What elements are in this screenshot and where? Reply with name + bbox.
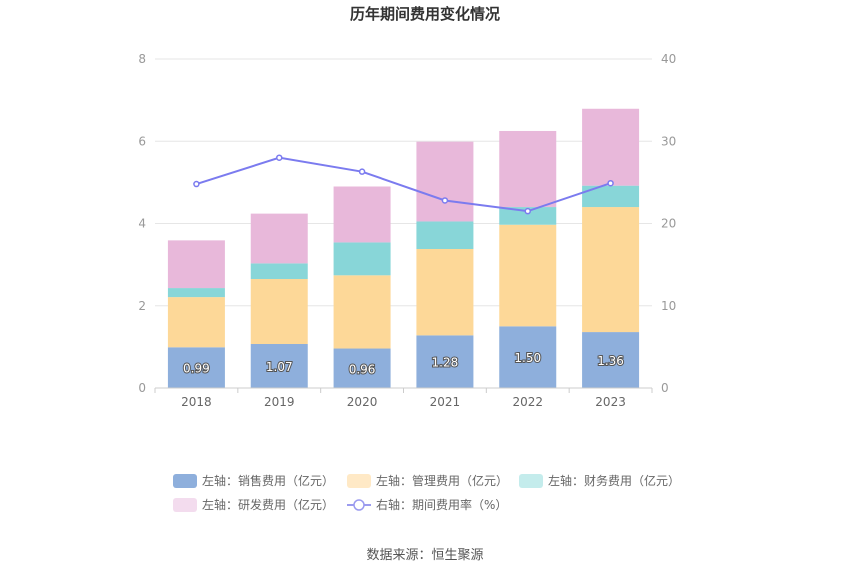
- bar-segment: [333, 186, 391, 243]
- legend-swatch: [519, 474, 543, 488]
- bar-segment: [333, 242, 391, 276]
- legend-swatch: [347, 474, 371, 488]
- bar-value-label: 0.96: [349, 362, 376, 376]
- x-axis-tick-label: 2019: [264, 395, 295, 409]
- bar-segment: [582, 207, 640, 333]
- bar-segment: [167, 288, 225, 298]
- x-axis-tick-label: 2021: [430, 395, 461, 409]
- data-source: 数据来源：恒生聚源: [366, 548, 483, 563]
- rate-point: [524, 207, 531, 215]
- rate-point: [607, 179, 614, 187]
- bar-segment: [499, 130, 557, 208]
- right-axis-tick-label: 30: [661, 134, 676, 148]
- legend-label: 左轴：销售费用（亿元）: [202, 473, 334, 488]
- x-axis-tick-label: 2022: [512, 395, 543, 409]
- rate-line: [193, 154, 614, 215]
- x-axis-tick-label: 2020: [347, 395, 378, 409]
- right-axis-tick-label: 0: [661, 381, 669, 395]
- bar-segment: [250, 343, 308, 388]
- bar-value-label: 1.50: [514, 351, 541, 365]
- legend-swatch-marker: [353, 499, 365, 511]
- bar-segment: [416, 335, 474, 388]
- legend: 左轴：销售费用（亿元） 左轴：管理费用（亿元） 左轴：财务费用（亿元） 左轴：研发费用…: [173, 473, 680, 512]
- bar-segment: [582, 108, 640, 186]
- bar-segment: [416, 141, 474, 222]
- legend-label: 左轴：管理费用（亿元）: [376, 473, 508, 488]
- chart-title: 历年期间费用变化情况: [350, 5, 500, 23]
- bar-value-label: 1.28: [432, 356, 459, 370]
- bar-labels: 0.99 1.07 0.96 1.28 1.50 1.36: [182, 350, 625, 377]
- x-axis-tick-label: 2023: [595, 395, 626, 409]
- legend-swatch: [173, 474, 197, 488]
- bar-value-label: 1.07: [266, 360, 293, 374]
- rate-point: [276, 154, 283, 161]
- left-axis-tick-label: 4: [138, 217, 146, 231]
- rate-point: [193, 180, 200, 188]
- left-axis-tick-label: 0: [138, 381, 146, 395]
- legend-swatch: [173, 498, 197, 512]
- legend-label: 右轴：期间费用率（%）: [376, 497, 507, 512]
- right-axis-tick-label: 10: [661, 299, 676, 313]
- grid: [155, 58, 652, 307]
- rate-point: [441, 197, 449, 204]
- bar-segment: [416, 221, 474, 249]
- bar-segment: [250, 263, 308, 280]
- left-axis-tick-label: 8: [138, 52, 146, 66]
- bar-value-label: 1.36: [597, 354, 624, 368]
- bar-segment: [582, 185, 640, 208]
- bar-segment: [250, 279, 308, 344]
- rate-point: [358, 168, 366, 175]
- bar-segment: [499, 207, 557, 225]
- bar-segment: [582, 332, 640, 388]
- bar-segment: [167, 297, 225, 348]
- right-axis-tick-label: 40: [661, 52, 676, 66]
- left-axis-tick-label: 6: [138, 134, 146, 148]
- legend-label: 左轴：研发费用（亿元）: [202, 497, 334, 512]
- x-axis-tick-label: 2018: [181, 395, 212, 409]
- bar-value-label: 0.99: [183, 362, 210, 376]
- right-axis-tick-label: 20: [661, 217, 676, 231]
- bar-segment: [333, 348, 391, 388]
- bar-segment: [167, 347, 225, 388]
- bar-segment: [167, 240, 225, 289]
- bar-segment: [333, 275, 391, 349]
- bar-segment: [499, 224, 557, 327]
- bar-segment: [250, 213, 308, 264]
- left-axis-tick-label: 2: [138, 299, 146, 313]
- bar-segment: [499, 326, 557, 388]
- axes: 0 2 4 6 8 0 10 20 30 40 2018 2019 2020 2021 2022 2023: [138, 52, 676, 409]
- rate-line-path: [196, 156, 611, 213]
- bars: [167, 108, 640, 388]
- bar-segment: [416, 248, 474, 336]
- legend-label: 左轴：财务费用（亿元）: [548, 473, 680, 488]
